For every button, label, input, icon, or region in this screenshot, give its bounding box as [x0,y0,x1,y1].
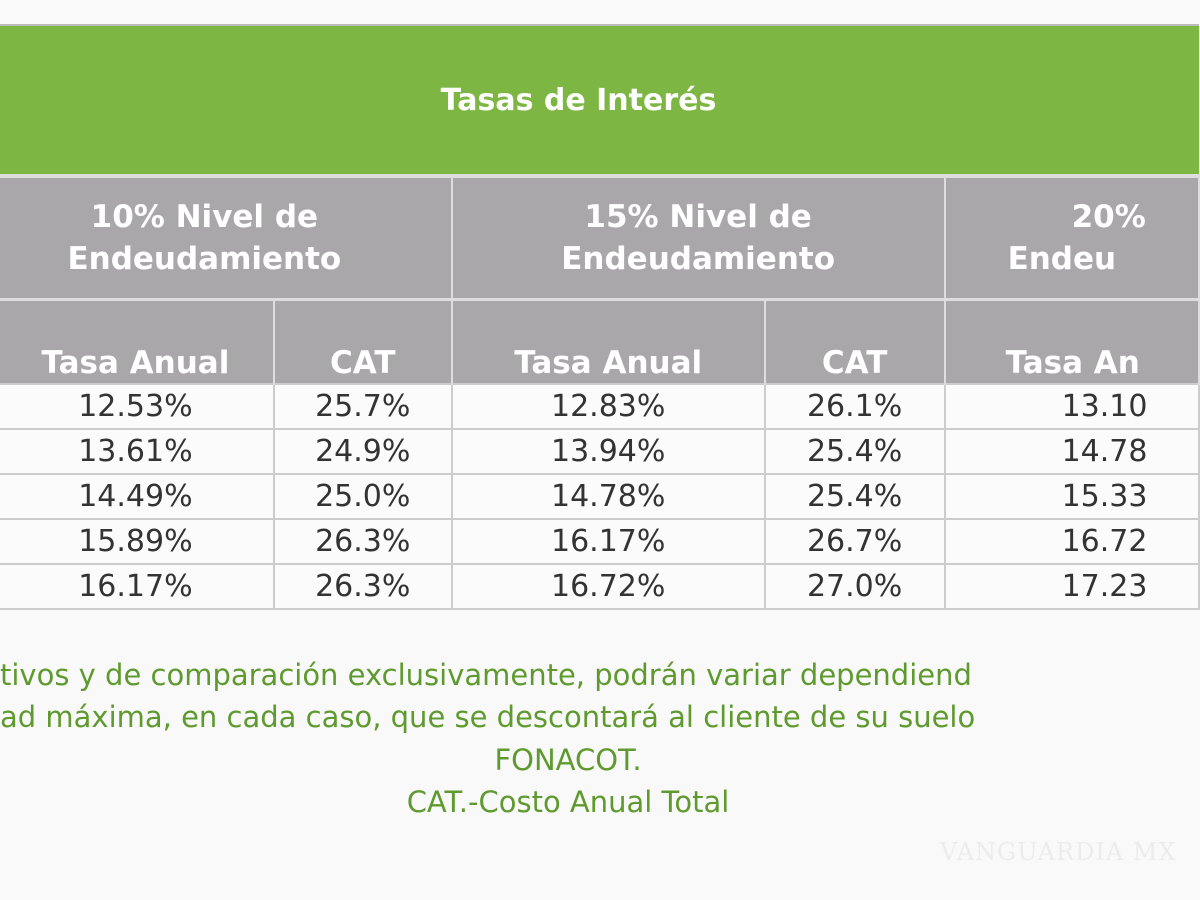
interest-rate-table: Tasas de Interés 10% Nivel de Endeudamien… [0,24,1200,610]
footer-line-2: ad máxima, en cada caso, que se desconta… [0,700,976,734]
interest-rate-table-wrapper: Tasas de Interés 10% Nivel de Endeudamien… [0,24,1200,610]
group-header-10: 10% Nivel de Endeudamiento [0,176,453,301]
table-row: 15.89% 26.3% 16.17% 26.7% 16.72 [0,518,1200,565]
column-header: CAT [764,299,946,384]
column-header: Tasa Anual [451,299,766,384]
table-row: 12.53% 25.7% 12.83% 26.1% 13.10 [0,383,1200,430]
table-cell: 12.83% [451,383,766,430]
table-cell: 15.33 [944,473,1200,520]
table-cell: 15.89% [0,518,275,565]
table-cell: 24.9% [273,428,453,475]
group-header-20: 20% Endeu [944,176,1200,301]
table-cell: 16.17% [0,563,275,610]
table-cell: 14.78% [451,473,766,520]
table-cell: 17.23 [944,563,1200,610]
table-row: 14.49% 25.0% 14.78% 25.4% 15.33 [0,473,1200,520]
table-cell: 16.17% [451,518,766,565]
table-row: 13.61% 24.9% 13.94% 25.4% 14.78 [0,428,1200,475]
column-header: CAT [273,299,453,384]
table-cell: 27.0% [764,563,946,610]
column-header: Tasa An [944,299,1200,384]
table-cell: 26.7% [764,518,946,565]
table-cell: 25.0% [273,473,453,520]
footer-line-1: tivos y de comparación exclusivamente, p… [0,658,972,692]
table-cell: 13.94% [451,428,766,475]
table-cell: 14.78 [944,428,1200,475]
table-row: 16.17% 26.3% 16.72% 27.0% 17.23 [0,563,1200,610]
table-cell: 16.72% [451,563,766,610]
table-cell: 26.3% [273,518,453,565]
footer-line-3: FONACOT. [494,743,642,777]
table-cell: 25.4% [764,473,946,520]
column-header: Tasa Anual [0,299,275,384]
table-cell: 13.10 [944,383,1200,430]
table-cell: 12.53% [0,383,275,430]
group-header-15: 15% Nivel de Endeudamiento [451,176,946,301]
table-cell: 26.1% [764,383,946,430]
table-cell: 26.3% [273,563,453,610]
footer-line-4: CAT.-Costo Anual Total [406,785,730,819]
table-cell: 16.72 [944,518,1200,565]
table-cell: 25.7% [273,383,453,430]
watermark-logo: VANGUARDIA MX [940,838,1177,866]
table-cell: 14.49% [0,473,275,520]
table-title: Tasas de Interés [0,24,1199,178]
table-cell: 13.61% [0,428,275,475]
table-cell: 25.4% [764,428,946,475]
